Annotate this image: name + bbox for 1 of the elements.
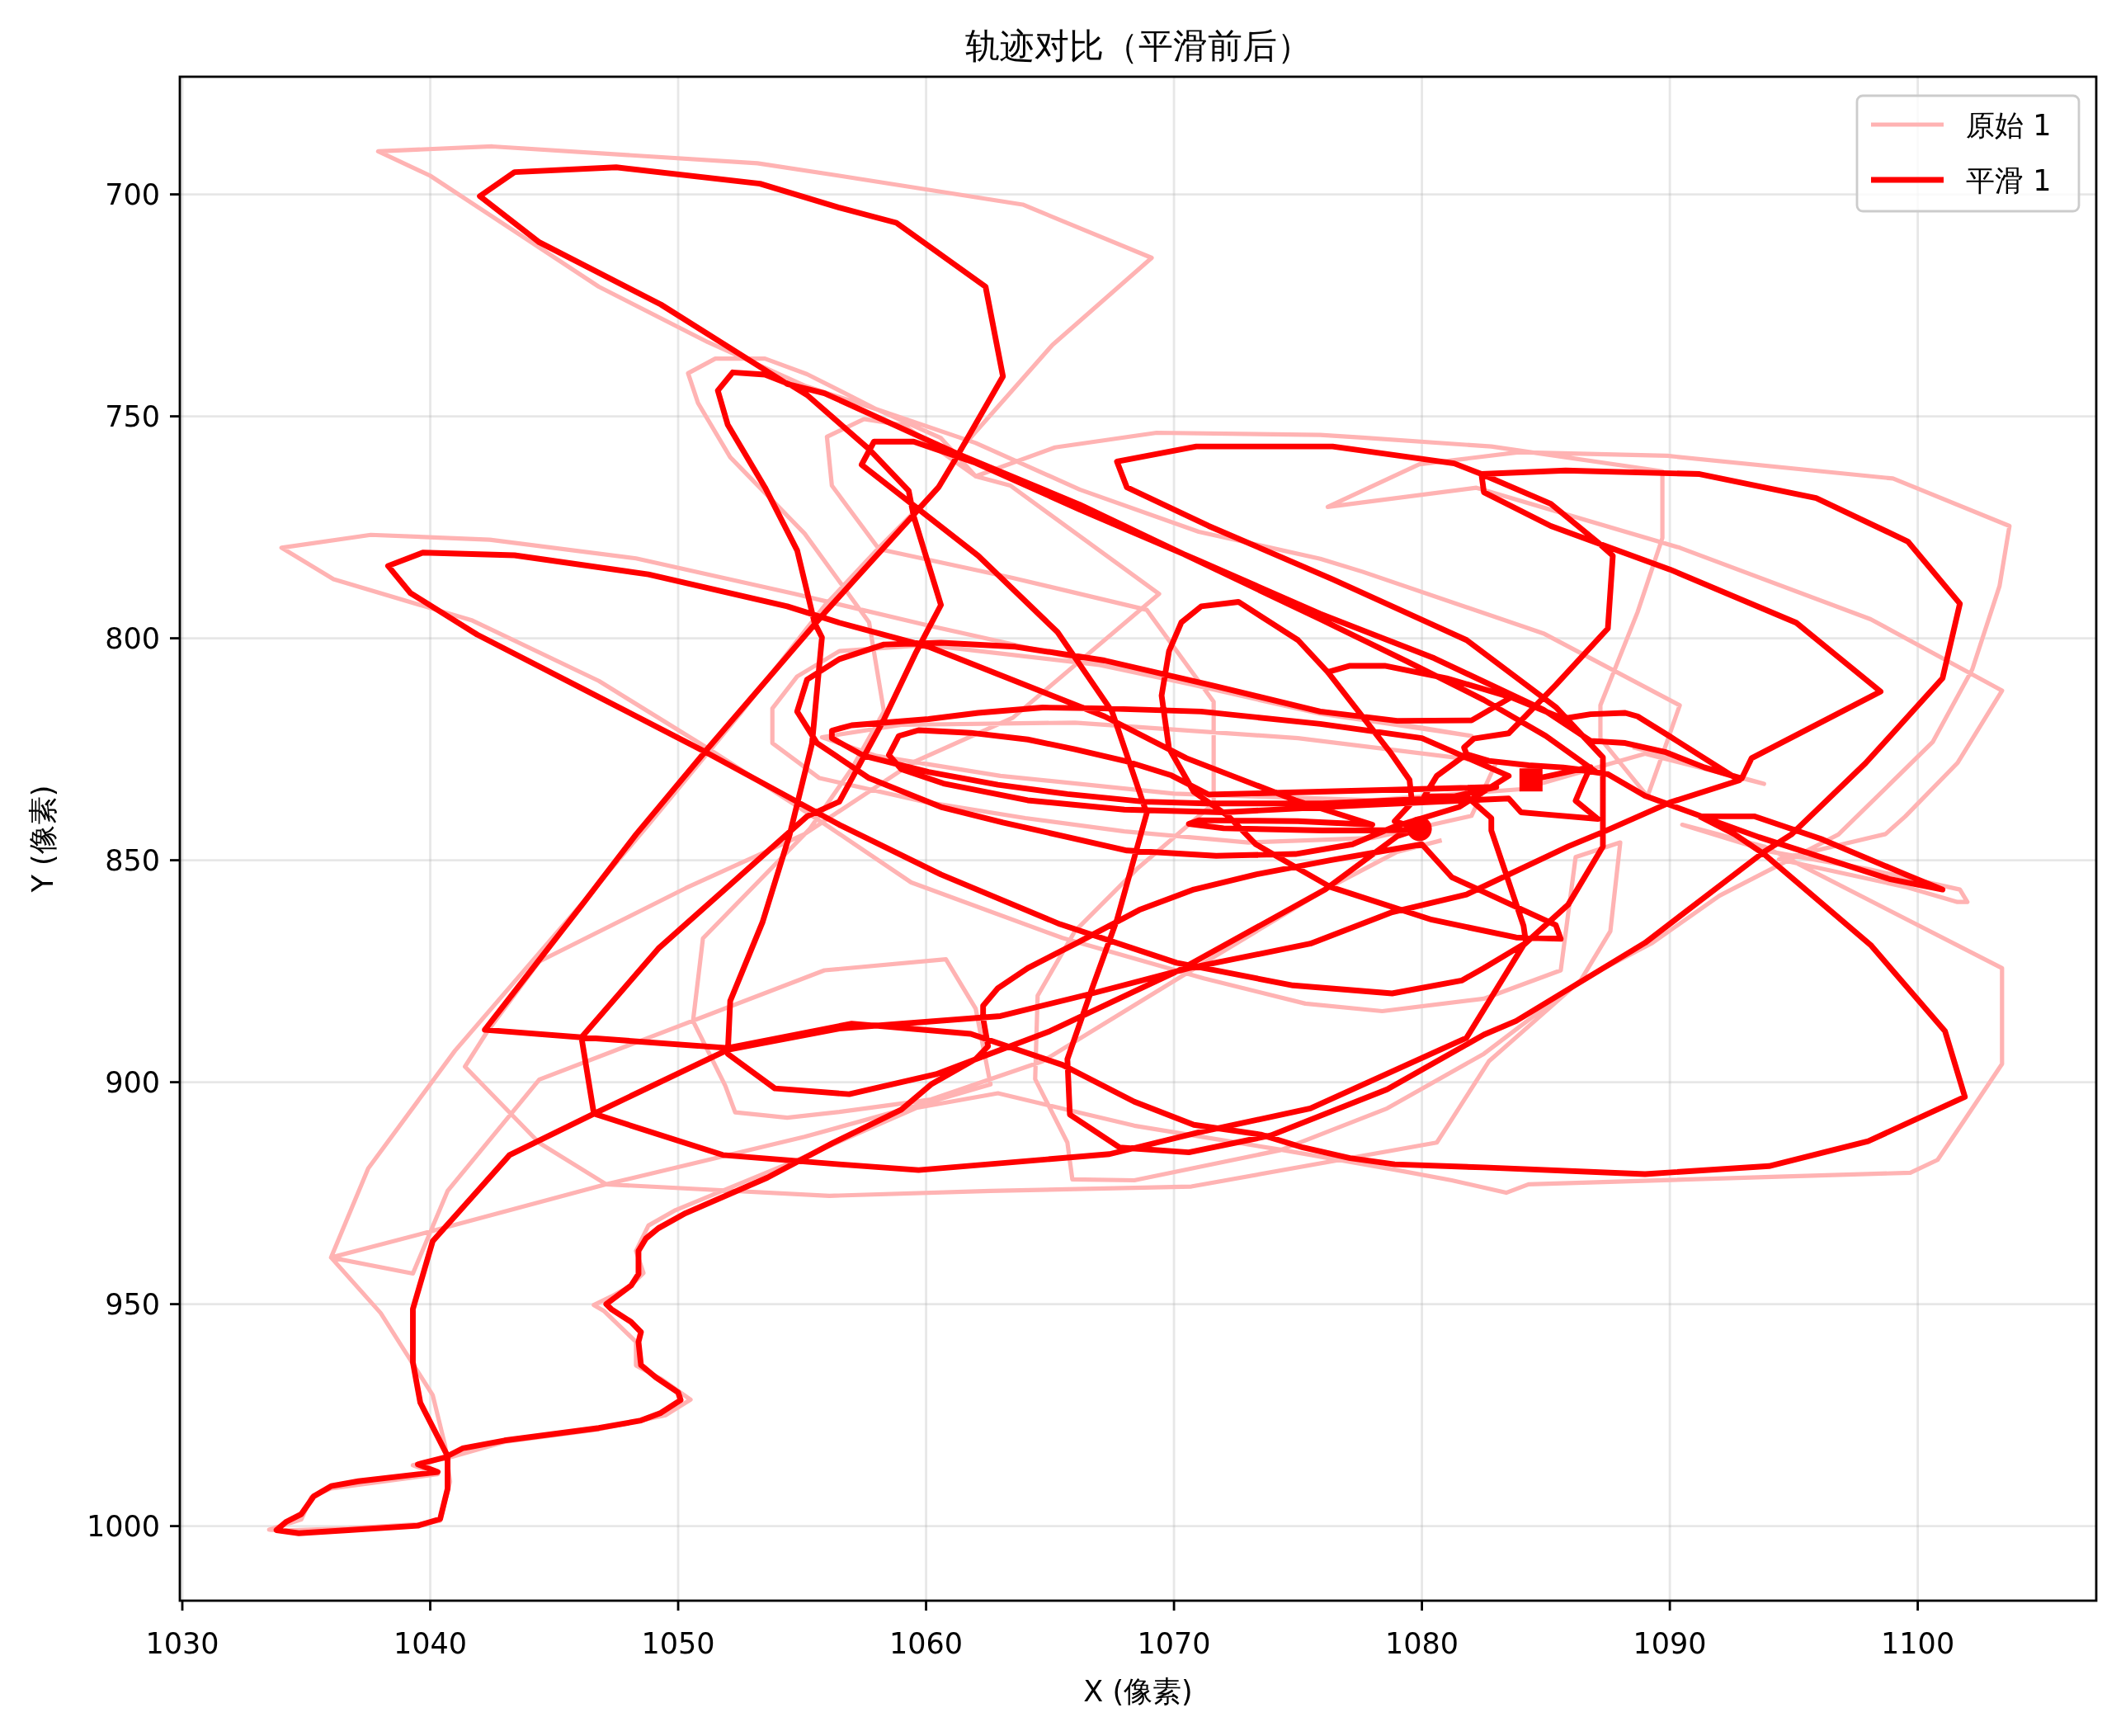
title: 轨迹对比（平滑前后） [964,26,1312,66]
